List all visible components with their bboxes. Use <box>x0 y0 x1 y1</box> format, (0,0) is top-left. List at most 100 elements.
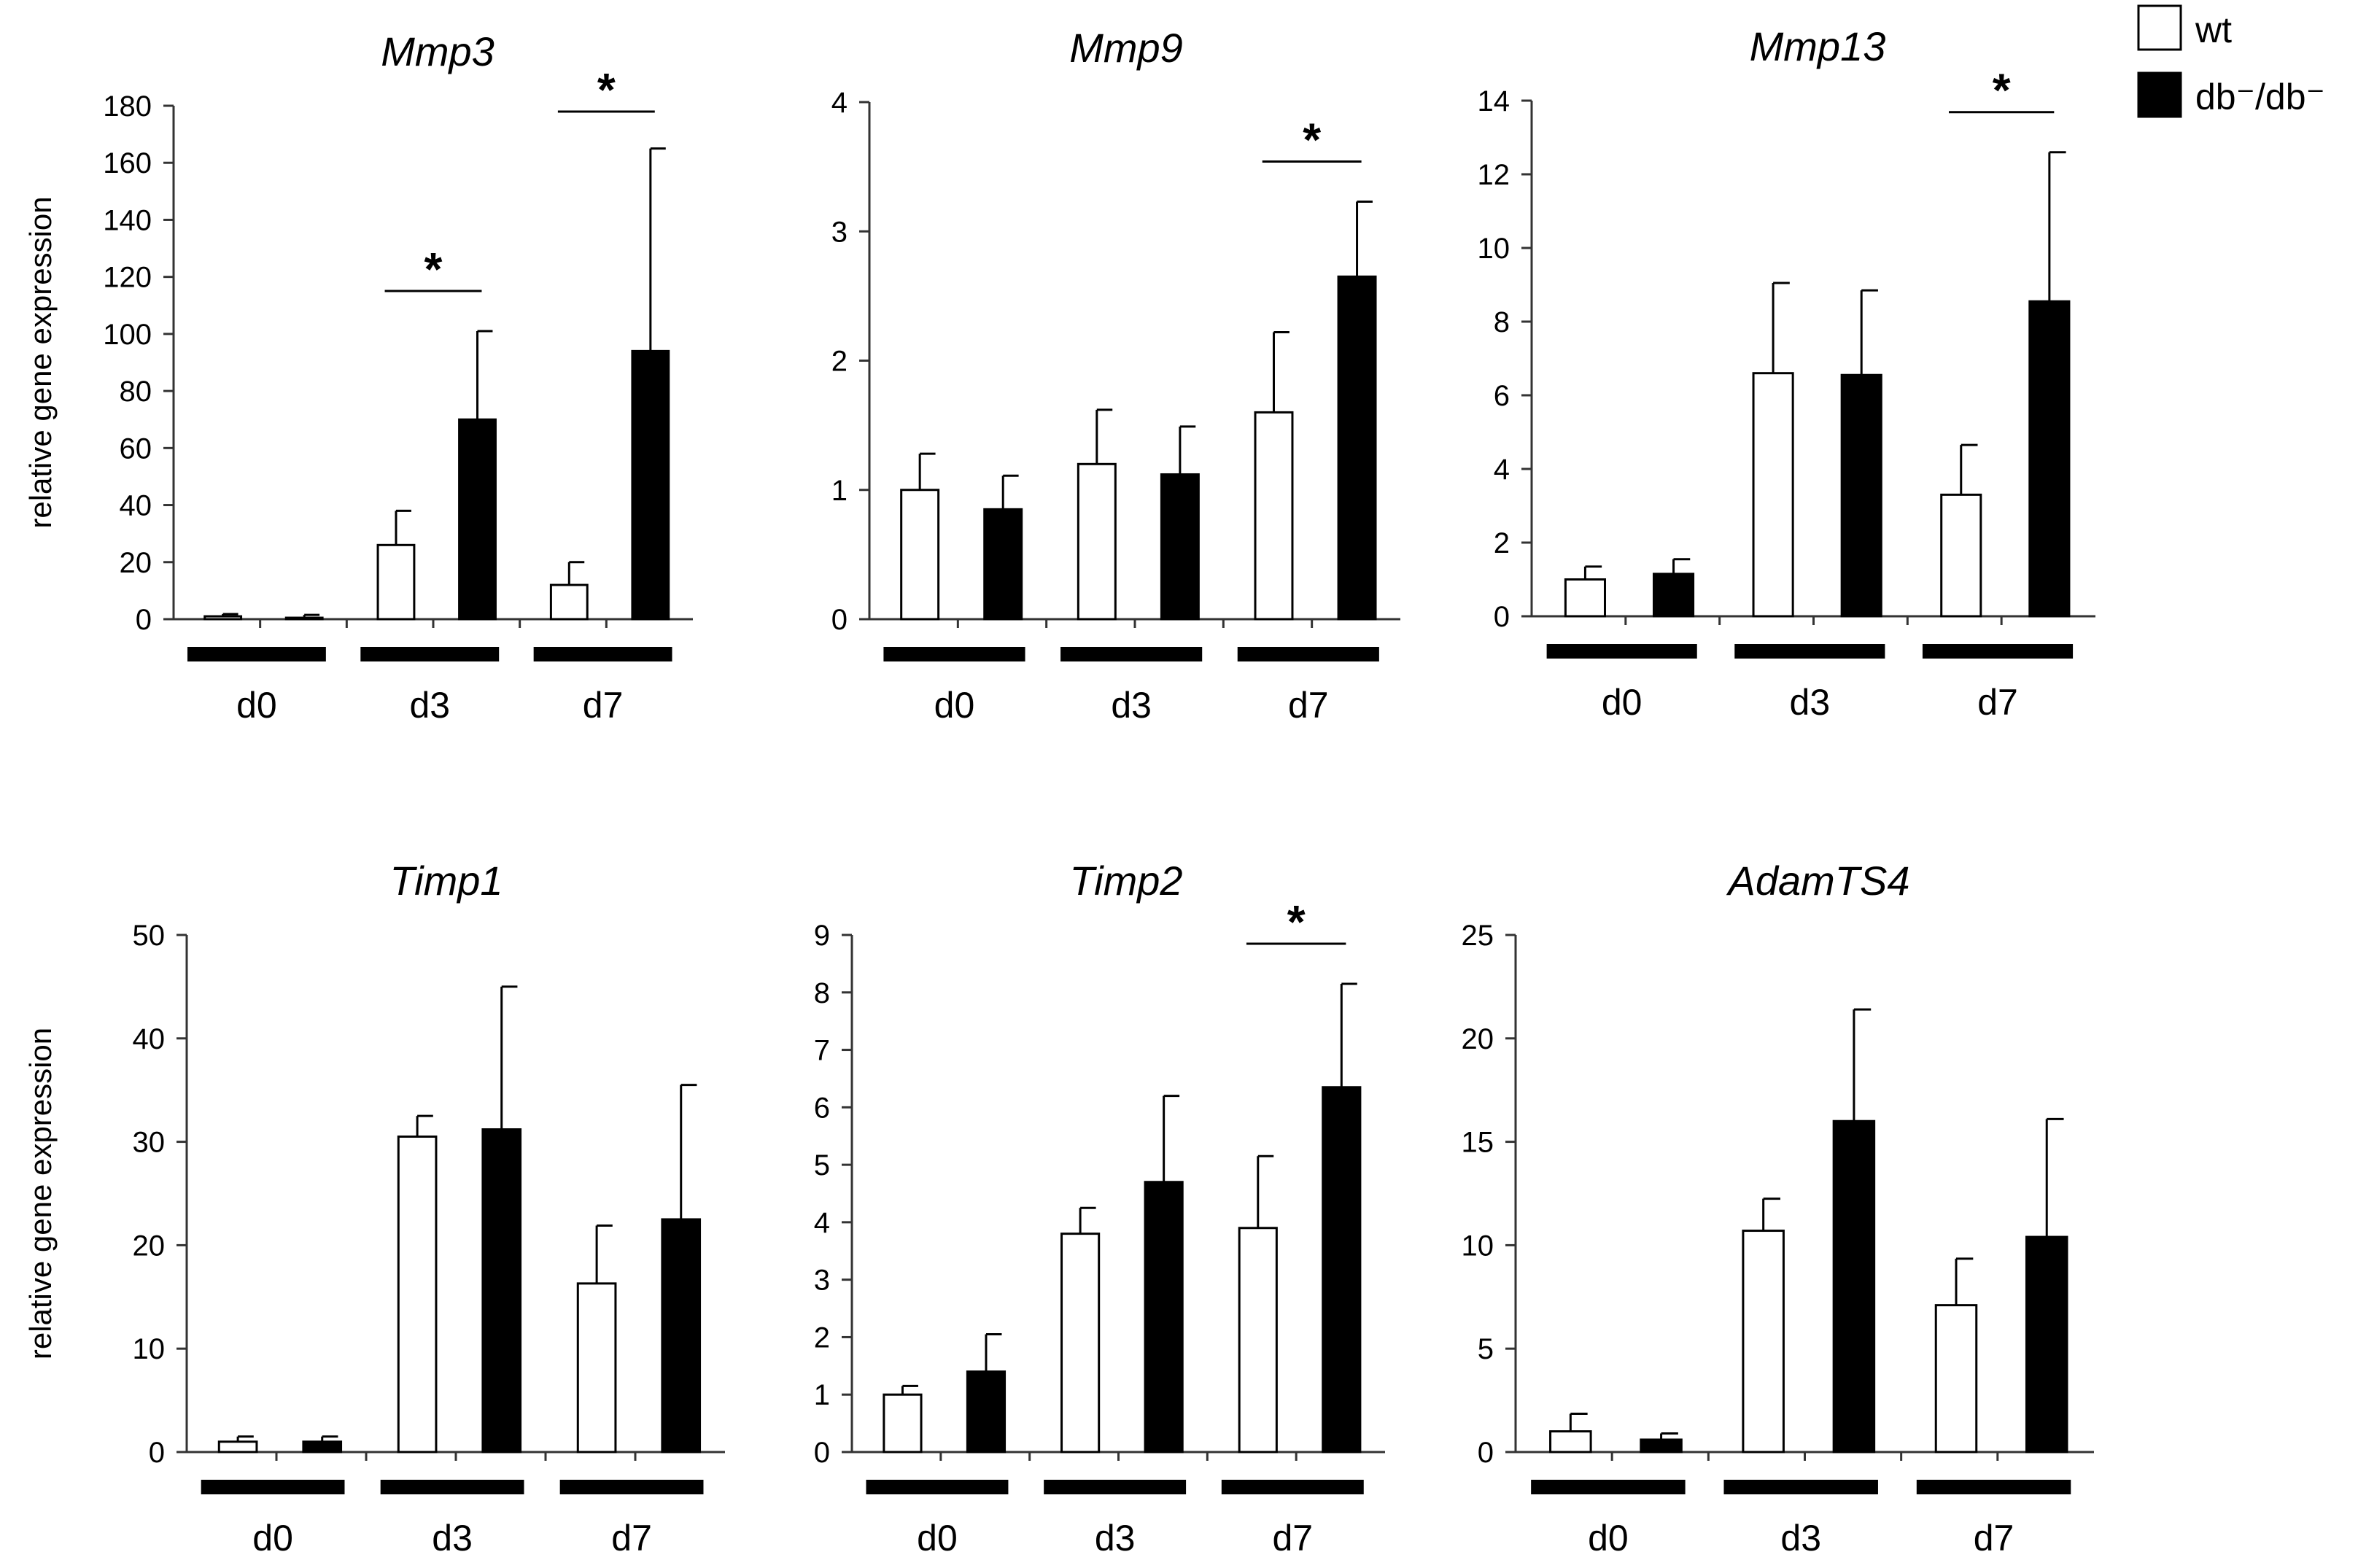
y-tick-label: 1 <box>831 475 848 507</box>
bar-db-d3 <box>1144 1181 1184 1453</box>
group-label-d3: d3 <box>1095 1518 1136 1559</box>
y-tick-label: 12 <box>1478 159 1510 191</box>
bar-wt-d3 <box>1060 1233 1101 1453</box>
bar-wt-d7 <box>1254 411 1294 621</box>
bar-db-d3 <box>458 418 497 621</box>
bar-db-d0 <box>966 1370 1007 1453</box>
y-tick-label: 120 <box>103 262 152 294</box>
y-tick-label: 7 <box>814 1035 830 1067</box>
legend: wt db⁻/db⁻ <box>2137 4 2325 118</box>
significance-star: * <box>1287 896 1306 948</box>
y-tick-label: 6 <box>1494 380 1510 412</box>
y-tick-label: 4 <box>814 1207 830 1239</box>
y-tick-label: 160 <box>103 147 152 179</box>
y-tick-label: 140 <box>103 204 152 236</box>
y-tick-label: 3 <box>814 1265 830 1297</box>
group-label-d0: d0 <box>934 685 975 726</box>
y-tick-label: 14 <box>1478 85 1510 117</box>
y-tick-label: 80 <box>120 376 152 408</box>
group-label-d7: d7 <box>1974 1518 2014 1559</box>
bar-db-d3 <box>1832 1119 1876 1453</box>
y-tick-label: 40 <box>120 490 152 522</box>
y-tick-label: 2 <box>1494 527 1510 559</box>
chart-title: Mmp9 <box>1069 25 1183 71</box>
significance-star: * <box>1303 113 1321 166</box>
bar-wt-d0 <box>203 615 243 621</box>
group-label-d3: d3 <box>1111 685 1152 726</box>
group-label-d0: d0 <box>1602 682 1643 723</box>
significance-star: * <box>424 243 443 295</box>
bar-wt-d0 <box>1564 578 1606 618</box>
y-tick-label: 180 <box>103 90 152 123</box>
y-tick-label: 8 <box>814 977 830 1009</box>
chart-title: Timp1 <box>389 858 503 904</box>
chart-title: Mmp3 <box>381 28 495 74</box>
legend-label-db: db⁻/db⁻ <box>2195 77 2325 117</box>
y-tick-label: 0 <box>831 604 848 636</box>
y-tick-label: 2 <box>814 1321 830 1354</box>
group-bar-d7 <box>1237 647 1379 661</box>
y-tick-label: 10 <box>133 1333 166 1365</box>
bar-db-d7 <box>1322 1086 1362 1453</box>
bar-wt-d3 <box>1752 372 1794 618</box>
bar-wt-d7 <box>1940 493 1982 618</box>
group-label-d7: d7 <box>583 685 624 726</box>
bar-wt-d7 <box>576 1282 617 1453</box>
y-axis-label: relative gene expression <box>23 196 58 528</box>
bar-db-d0 <box>1640 1438 1683 1453</box>
bar-wt-d0 <box>1549 1430 1592 1453</box>
group-bar-d0 <box>883 647 1025 661</box>
group-label-d0: d0 <box>252 1518 293 1559</box>
bar-wt-d7 <box>1238 1227 1278 1453</box>
group-label-d7: d7 <box>611 1518 652 1559</box>
y-tick-label: 20 <box>120 547 152 579</box>
y-tick-label: 6 <box>814 1092 830 1124</box>
y-tick-label: 2 <box>831 346 848 378</box>
y-tick-label: 0 <box>1478 1437 1494 1469</box>
chart-title: Mmp13 <box>1750 23 1886 69</box>
group-label-d3: d3 <box>1780 1518 1821 1559</box>
group-label-d0: d0 <box>1588 1518 1629 1559</box>
bar-db-d7 <box>661 1218 702 1453</box>
chart-panel-mmp9: Mmp9 0 1 2 3 4 d0 d3 d7 * <box>831 25 1400 726</box>
bar-db-d3 <box>481 1128 522 1453</box>
y-tick-label: 0 <box>1494 601 1510 633</box>
y-tick-label: 1 <box>814 1379 830 1411</box>
group-bar-d0 <box>866 1480 1009 1494</box>
legend-swatch-wt <box>2137 4 2182 51</box>
group-bar-d0 <box>187 647 326 661</box>
group-label-d7: d7 <box>1977 682 2018 723</box>
group-bar-d0 <box>201 1480 345 1494</box>
bar-wt-d3 <box>397 1136 438 1453</box>
group-label-d3: d3 <box>409 685 450 726</box>
y-tick-label: 30 <box>133 1127 166 1159</box>
group-label-d7: d7 <box>1288 685 1329 726</box>
chart-title: AdamTS4 <box>1726 858 1910 904</box>
chart-panel-mmp3: Mmp3 0 20 40 60 80 100 120 140 160 180 relative gen… <box>23 28 693 726</box>
y-tick-label: 5 <box>814 1149 830 1181</box>
y-tick-label: 50 <box>133 920 166 952</box>
y-tick-label: 10 <box>1478 233 1510 265</box>
y-tick-label: 3 <box>831 216 848 248</box>
group-bar-d7 <box>1221 1480 1364 1494</box>
bar-db-d0 <box>302 1440 343 1453</box>
group-bar-d7 <box>533 647 672 661</box>
y-tick-label: 60 <box>120 432 152 465</box>
bar-db-d0 <box>284 616 324 621</box>
bar-db-d3 <box>1840 373 1882 618</box>
group-bar-d3 <box>1734 644 1885 659</box>
group-label-d0: d0 <box>236 685 277 726</box>
group-bar-d0 <box>1546 644 1697 659</box>
bar-wt-d7 <box>549 583 589 621</box>
y-tick-label: 100 <box>103 319 152 351</box>
bar-db-d7 <box>2028 300 2071 618</box>
group-bar-d3 <box>1044 1480 1187 1494</box>
legend-label-wt: wt <box>2195 9 2232 50</box>
group-bar-d3 <box>1060 647 1203 661</box>
y-tick-label: 9 <box>814 920 830 952</box>
bar-wt-d0 <box>883 1393 923 1453</box>
bar-wt-d3 <box>376 543 416 621</box>
legend-swatch-db <box>2137 71 2182 118</box>
